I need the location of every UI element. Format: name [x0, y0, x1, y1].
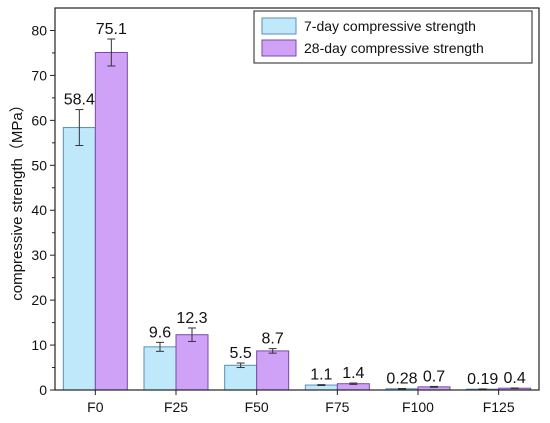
- x-tick-label: F0: [87, 399, 104, 415]
- y-tick-label: 70: [31, 67, 47, 83]
- legend-swatch-7day: [261, 17, 297, 35]
- error-bars-layer: [75, 38, 519, 390]
- x-tick-label: F75: [325, 399, 349, 415]
- data-label: 0.19: [467, 371, 498, 388]
- y-tick-label: 80: [31, 22, 47, 38]
- legend-label-7day: 7-day compressive strength: [304, 18, 476, 34]
- data-label: 9.6: [149, 324, 171, 341]
- y-tick-label: 10: [31, 337, 47, 353]
- bar-28day-f25: [175, 334, 209, 391]
- data-label: 5.5: [230, 345, 252, 362]
- data-label: 75.1: [96, 21, 127, 38]
- data-label: 0.4: [504, 370, 526, 387]
- bar-7day-f50: [224, 364, 258, 391]
- y-tick-label: 20: [31, 292, 47, 308]
- legend-box: [253, 10, 533, 64]
- legend: 7-day compressive strength 28-day compres…: [253, 10, 533, 64]
- bar-7day-f25: [143, 346, 177, 391]
- x-tick-label: F25: [164, 399, 188, 415]
- y-tick-label: 40: [31, 202, 47, 218]
- x-tick-label: F50: [245, 399, 269, 415]
- plot-frame: [54, 7, 540, 391]
- data-label: 8.7: [262, 331, 284, 348]
- y-tick-label: 30: [31, 247, 47, 263]
- x-tick-label: F125: [483, 399, 515, 415]
- bar-28day-f50: [256, 350, 290, 391]
- axes-layer: 0 10 20 30 40 50 60 70 80 F0 F25 F50 F75 F100 F125: [31, 7, 540, 415]
- y-tick-label: 50: [31, 157, 47, 173]
- y-axis-title: compressive strength（MPa）: [9, 97, 26, 300]
- data-label: 12.3: [176, 310, 207, 327]
- legend-label-28day: 28-day compressive strength: [304, 40, 484, 56]
- y-tick-label: 0: [39, 382, 47, 398]
- data-label: 58.4: [64, 92, 95, 109]
- data-label: 1.1: [310, 367, 332, 384]
- bar-28day-f0: [94, 51, 128, 391]
- x-tick-label: F100: [402, 399, 434, 415]
- y-tick-label: 60: [31, 112, 47, 128]
- bar-7day-f0: [62, 127, 96, 391]
- bars-layer: [62, 51, 532, 391]
- data-labels-layer: 58.4 75.1 9.6 12.3 5.5 8.7 1.1 1.4 0.28 0.7 0.19 0.…: [64, 21, 526, 388]
- data-label: 1.4: [342, 365, 364, 382]
- data-label: 0.7: [423, 368, 445, 385]
- data-label: 0.28: [386, 371, 417, 388]
- legend-swatch-28day: [261, 39, 297, 57]
